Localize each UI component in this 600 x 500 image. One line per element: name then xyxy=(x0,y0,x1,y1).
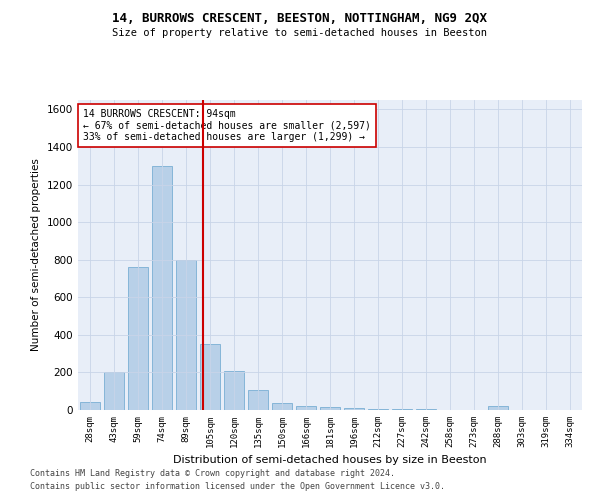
Text: Contains public sector information licensed under the Open Government Licence v3: Contains public sector information licen… xyxy=(30,482,445,491)
Text: Contains HM Land Registry data © Crown copyright and database right 2024.: Contains HM Land Registry data © Crown c… xyxy=(30,468,395,477)
Bar xyxy=(344,408,364,410)
Bar xyxy=(296,406,316,410)
Bar xyxy=(152,166,172,410)
Bar xyxy=(200,344,220,410)
Bar xyxy=(488,406,508,410)
Bar xyxy=(80,402,100,410)
Bar xyxy=(248,390,268,410)
Bar xyxy=(104,372,124,410)
X-axis label: Distribution of semi-detached houses by size in Beeston: Distribution of semi-detached houses by … xyxy=(173,456,487,466)
Bar xyxy=(272,404,292,410)
Bar xyxy=(368,409,388,410)
Y-axis label: Number of semi-detached properties: Number of semi-detached properties xyxy=(31,158,41,352)
Text: 14, BURROWS CRESCENT, BEESTON, NOTTINGHAM, NG9 2QX: 14, BURROWS CRESCENT, BEESTON, NOTTINGHA… xyxy=(113,12,487,26)
Bar xyxy=(176,260,196,410)
Bar xyxy=(320,407,340,410)
Bar xyxy=(224,372,244,410)
Text: Size of property relative to semi-detached houses in Beeston: Size of property relative to semi-detach… xyxy=(113,28,487,38)
Text: 14 BURROWS CRESCENT: 94sqm
← 67% of semi-detached houses are smaller (2,597)
33%: 14 BURROWS CRESCENT: 94sqm ← 67% of semi… xyxy=(83,110,371,142)
Bar xyxy=(128,267,148,410)
